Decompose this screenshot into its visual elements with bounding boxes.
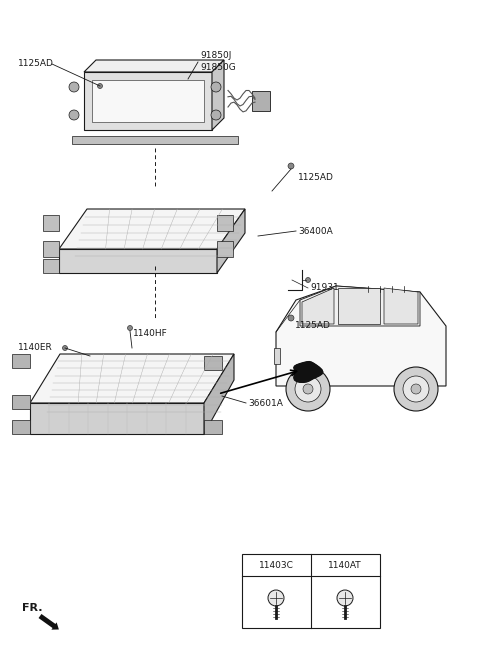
Circle shape	[303, 384, 313, 394]
Polygon shape	[276, 286, 446, 386]
Text: 91931: 91931	[310, 283, 339, 293]
Text: 91850J: 91850J	[200, 52, 231, 60]
Polygon shape	[212, 60, 224, 130]
Polygon shape	[59, 249, 217, 273]
FancyBboxPatch shape	[274, 348, 280, 364]
FancyBboxPatch shape	[43, 241, 59, 257]
FancyBboxPatch shape	[204, 420, 222, 434]
Circle shape	[128, 325, 132, 331]
Circle shape	[288, 315, 294, 321]
Text: 1140ER: 1140ER	[18, 344, 53, 352]
Text: 1125AD: 1125AD	[18, 60, 54, 68]
FancyBboxPatch shape	[43, 259, 59, 273]
FancyBboxPatch shape	[204, 356, 222, 370]
Text: 11403C: 11403C	[259, 560, 293, 569]
Circle shape	[295, 376, 321, 402]
Text: 1125AD: 1125AD	[295, 321, 331, 331]
Circle shape	[211, 110, 221, 120]
Text: 36601A: 36601A	[248, 398, 283, 407]
FancyBboxPatch shape	[252, 91, 270, 111]
Circle shape	[69, 110, 79, 120]
Polygon shape	[30, 403, 204, 434]
Text: 91850G: 91850G	[200, 62, 236, 72]
FancyBboxPatch shape	[217, 241, 233, 257]
Polygon shape	[294, 361, 323, 382]
Text: 36400A: 36400A	[298, 226, 333, 236]
Circle shape	[268, 590, 284, 606]
Circle shape	[337, 590, 353, 606]
Circle shape	[286, 367, 330, 411]
Text: 1125AD: 1125AD	[298, 173, 334, 182]
Circle shape	[97, 83, 103, 89]
Polygon shape	[84, 60, 224, 72]
Polygon shape	[338, 288, 380, 324]
Polygon shape	[72, 136, 238, 144]
Polygon shape	[204, 354, 234, 434]
Circle shape	[411, 384, 421, 394]
FancyBboxPatch shape	[12, 395, 30, 409]
FancyBboxPatch shape	[242, 554, 380, 628]
Polygon shape	[217, 209, 245, 273]
FancyBboxPatch shape	[12, 420, 30, 434]
Circle shape	[403, 376, 429, 402]
Circle shape	[305, 277, 311, 283]
Circle shape	[288, 163, 294, 169]
Circle shape	[62, 346, 68, 350]
Circle shape	[69, 82, 79, 92]
Polygon shape	[84, 72, 212, 130]
Polygon shape	[302, 288, 334, 324]
Polygon shape	[300, 286, 420, 326]
FancyArrow shape	[38, 614, 59, 630]
Polygon shape	[30, 354, 234, 403]
FancyBboxPatch shape	[92, 80, 204, 122]
Text: 1140HF: 1140HF	[133, 329, 168, 338]
Polygon shape	[384, 288, 418, 324]
Polygon shape	[59, 209, 245, 249]
Text: FR.: FR.	[22, 603, 43, 613]
Text: 1140AT: 1140AT	[328, 560, 362, 569]
FancyBboxPatch shape	[12, 354, 30, 368]
Circle shape	[394, 367, 438, 411]
FancyBboxPatch shape	[43, 215, 59, 231]
Circle shape	[211, 82, 221, 92]
FancyBboxPatch shape	[217, 215, 233, 231]
